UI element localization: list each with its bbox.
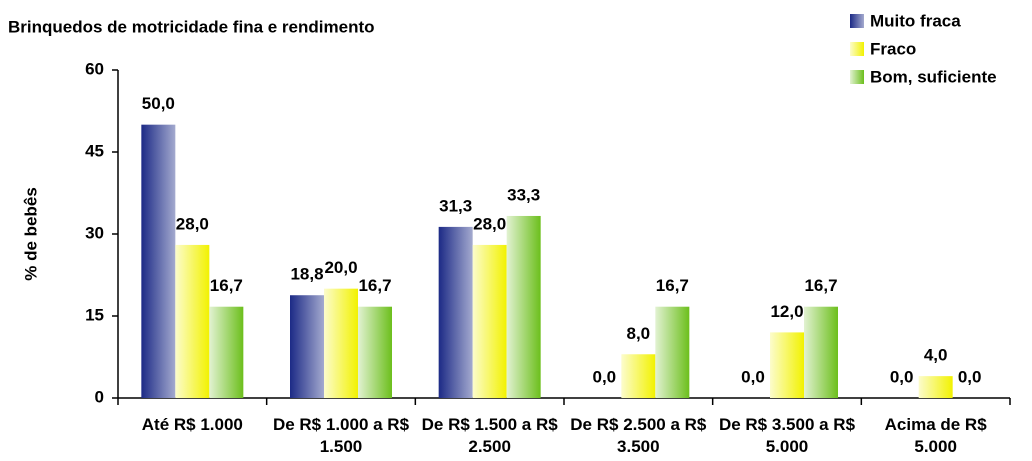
- bar: [506, 215, 541, 398]
- legend-swatch: [850, 70, 864, 84]
- x-tick-label: De R$ 3.500 a R$ 5.000: [718, 415, 856, 456]
- data-label: 8,0: [627, 324, 651, 343]
- data-label: 16,7: [210, 276, 243, 295]
- x-tick-label: Acima de R$ 5.000: [884, 415, 987, 456]
- x-tick-label: De R$ 1.000 a R$ 1.500: [272, 415, 410, 456]
- data-label: 20,0: [324, 258, 357, 277]
- y-tick-label: 15: [85, 305, 104, 324]
- data-label: 18,8: [290, 265, 323, 284]
- chart-title: Brinquedos de motricidade fina e rendime…: [8, 17, 375, 36]
- bar: [358, 306, 392, 398]
- y-tick-label: 0: [95, 387, 104, 406]
- x-tick-label: De R$ 2.500 a R$ 3.500: [570, 415, 707, 456]
- bar: [290, 295, 324, 398]
- bar: [324, 288, 358, 398]
- bar: [438, 226, 473, 398]
- legend-swatch: [850, 42, 864, 56]
- data-label: 50,0: [142, 94, 175, 113]
- legend-label: Muito fraca: [870, 11, 961, 30]
- data-label: 16,7: [358, 276, 391, 295]
- bar: [770, 332, 804, 398]
- data-label: 16,7: [656, 276, 689, 295]
- data-label: 28,0: [473, 214, 506, 233]
- bar: [175, 244, 210, 398]
- data-label: 12,0: [770, 302, 803, 321]
- data-label: 16,7: [804, 276, 837, 295]
- data-label: 31,3: [439, 196, 472, 215]
- data-label: 0,0: [741, 367, 765, 386]
- data-label: 0,0: [958, 367, 982, 386]
- bar: [918, 376, 953, 398]
- legend-swatch: [850, 14, 864, 28]
- data-label: 4,0: [924, 346, 948, 365]
- legend-label: Bom, suficiente: [870, 67, 997, 86]
- data-label: 0,0: [890, 367, 914, 386]
- y-tick-label: 60: [85, 59, 104, 78]
- y-tick-label: 30: [85, 223, 104, 242]
- bar: [655, 306, 690, 398]
- x-tick-label: Até R$ 1.000: [141, 415, 243, 434]
- data-label: 28,0: [176, 214, 209, 233]
- bar: [472, 244, 507, 398]
- data-label: 33,3: [507, 185, 540, 204]
- y-tick-label: 45: [85, 141, 104, 160]
- bar: [804, 306, 838, 398]
- data-label: 0,0: [593, 367, 617, 386]
- legend-label: Fraco: [870, 39, 916, 58]
- bar: [621, 354, 656, 398]
- y-axis-label: % de bebês: [21, 187, 40, 281]
- bar: [141, 124, 176, 399]
- bar: [209, 306, 244, 398]
- x-tick-label: De R$ 1.500 a R$ 2.500: [421, 415, 558, 456]
